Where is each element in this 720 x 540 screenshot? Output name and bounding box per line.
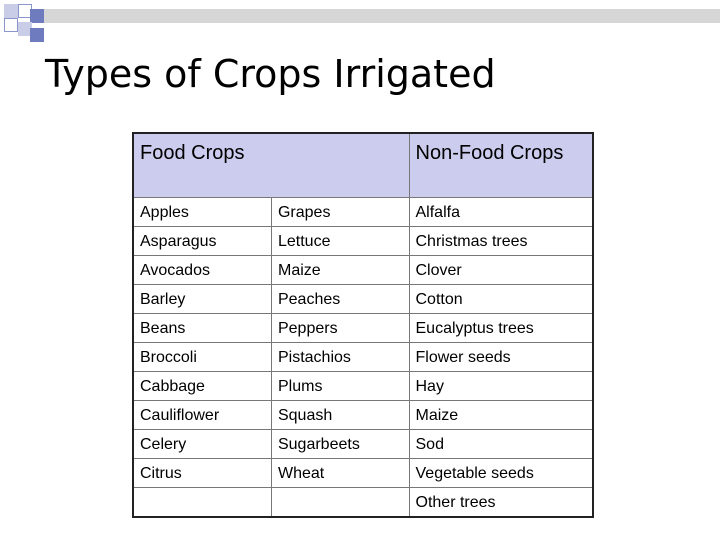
food-crop-cell: Asparagus <box>132 225 272 256</box>
decorative-square-icon <box>4 18 18 32</box>
food-crop-cell: Cabbage <box>132 370 272 401</box>
table-row: Barley Peaches Cotton <box>132 283 594 314</box>
slide-title: Types of Crops Irrigated <box>45 52 496 96</box>
food-crop-cell: Cauliflower <box>132 399 272 430</box>
food-crop-cell: Sugarbeets <box>270 428 410 459</box>
food-crop-cell: Avocados <box>132 254 272 285</box>
nonfood-crop-cell: Other trees <box>408 486 594 517</box>
food-crop-cell <box>270 486 410 517</box>
crops-table: Food Crops Non-Food Crops Apples Grapes Al… <box>132 132 594 518</box>
table-row: Apples Grapes Alfalfa <box>132 196 594 227</box>
table-row: Other trees <box>132 486 594 517</box>
table-header-row: Food Crops Non-Food Crops <box>132 132 594 198</box>
nonfood-crop-cell: Hay <box>408 370 594 401</box>
decorative-square-icon <box>30 9 44 23</box>
food-crop-cell: Squash <box>270 399 410 430</box>
table-row: Celery Sugarbeets Sod <box>132 428 594 459</box>
food-crop-cell: Maize <box>270 254 410 285</box>
food-crop-cell: Plums <box>270 370 410 401</box>
food-crop-cell: Barley <box>132 283 272 314</box>
food-crop-cell: Lettuce <box>270 225 410 256</box>
food-crop-cell: Beans <box>132 312 272 343</box>
table-row: Asparagus Lettuce Christmas trees <box>132 225 594 256</box>
food-crop-cell: Apples <box>132 196 272 227</box>
decorative-bar <box>44 9 720 23</box>
nonfood-crop-cell: Clover <box>408 254 594 285</box>
food-crop-cell: Broccoli <box>132 341 272 372</box>
nonfood-crop-cell: Sod <box>408 428 594 459</box>
nonfood-crop-cell: Christmas trees <box>408 225 594 256</box>
nonfood-crop-cell: Maize <box>408 399 594 430</box>
table-row: Cabbage Plums Hay <box>132 370 594 401</box>
nonfood-crop-cell: Eucalyptus trees <box>408 312 594 343</box>
decorative-square-icon <box>30 28 44 42</box>
nonfood-crop-cell: Flower seeds <box>408 341 594 372</box>
table-row: Citrus Wheat Vegetable seeds <box>132 457 594 488</box>
table-row: Avocados Maize Clover <box>132 254 594 285</box>
nonfood-crop-cell: Vegetable seeds <box>408 457 594 488</box>
table-row: Broccoli Pistachios Flower seeds <box>132 341 594 372</box>
food-crop-cell: Citrus <box>132 457 272 488</box>
food-crop-cell: Wheat <box>270 457 410 488</box>
food-crop-cell: Pistachios <box>270 341 410 372</box>
table-row: Beans Peppers Eucalyptus trees <box>132 312 594 343</box>
nonfood-crops-header: Non-Food Crops <box>408 132 594 198</box>
slide-decoration <box>0 0 720 60</box>
food-crop-cell: Peppers <box>270 312 410 343</box>
food-crops-header: Food Crops <box>132 132 410 198</box>
decorative-square-icon <box>4 4 18 18</box>
nonfood-crop-cell: Alfalfa <box>408 196 594 227</box>
food-crop-cell: Celery <box>132 428 272 459</box>
food-crop-cell: Grapes <box>270 196 410 227</box>
food-crop-cell: Peaches <box>270 283 410 314</box>
food-crop-cell <box>132 486 272 517</box>
table-row: Cauliflower Squash Maize <box>132 399 594 430</box>
nonfood-crop-cell: Cotton <box>408 283 594 314</box>
